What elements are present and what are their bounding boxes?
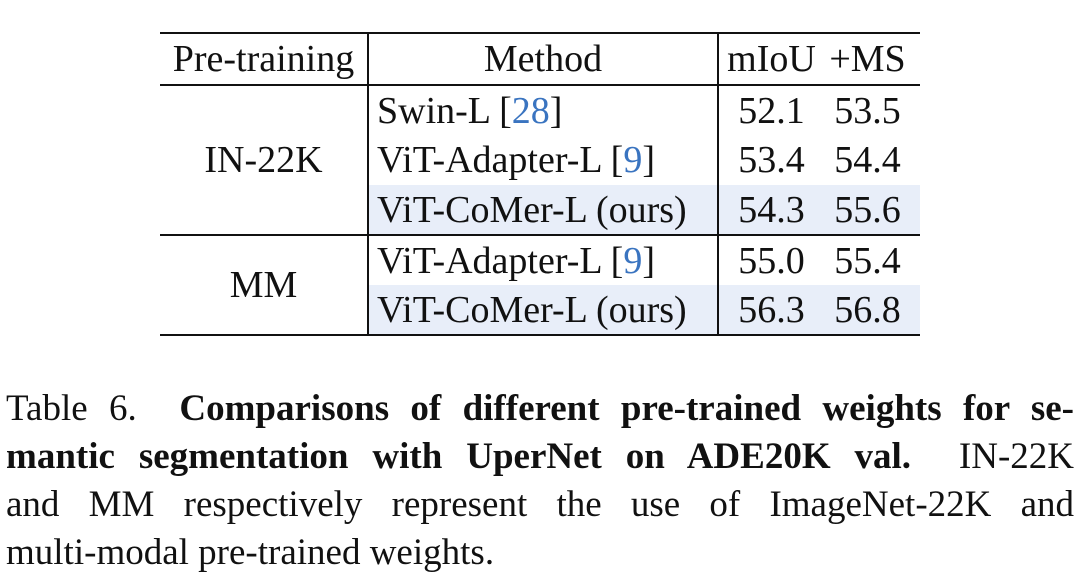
header-ms: +MS [829,38,906,80]
table-row: MM ViT-Adapter-L [9] 55.0 55.4 [160,235,920,304]
citation-link[interactable]: 28 [511,89,550,132]
citation-bracket: ] [642,239,655,282]
table-row-highlighted: ViT-CoMer-L (ours) 56.3 56.8 [160,285,920,335]
score-cell: 52.1 53.5 [717,85,920,135]
score-cell: 54.3 55.6 [717,185,920,235]
miou-value: 53.4 [738,139,805,181]
method-cell: ViT-CoMer-L (ours) [367,285,718,335]
caption-title: Comparisons of different pre-trained wei… [179,388,1074,429]
miou-value: 52.1 [738,89,805,132]
table-header-row: Pre-training Method mIoU +MS [160,33,920,85]
method-cell: ViT-Adapter-L [9] [367,135,718,185]
method-cell: ViT-Adapter-L [9] [367,235,718,285]
ms-value: 55.4 [834,239,901,282]
ms-value: 53.5 [834,89,901,132]
method-name: ViT-Adapter-L [ [377,139,624,181]
miou-value: 56.3 [738,288,805,331]
caption-line: Table 6. Comparisons of different pre-tr… [6,385,1074,433]
score-cell: 55.0 55.4 [717,235,920,285]
header-miou: mIoU [727,38,816,80]
score-cell: 56.3 56.8 [717,285,920,335]
caption-label: Table 6. [6,388,137,429]
header-metrics: mIoU +MS [717,33,920,85]
method-name: Swin-L [ [377,89,512,132]
caption-line: multi-modal pre-trained weights. [6,532,495,573]
score-cell: 53.4 54.4 [717,135,920,185]
method-cell: Swin-L [28] [367,85,718,135]
table-caption: Table 6. Comparisons of different pre-tr… [6,385,1074,577]
ms-value: 54.4 [834,139,901,181]
ms-value: 56.8 [834,288,901,331]
method-cell: ViT-CoMer-L (ours) [367,185,718,235]
method-name: ViT-Adapter-L [ [377,239,624,282]
header-pretraining: Pre-training [172,38,355,80]
table-row: IN-22K Swin-L [28] 52.1 53.5 [160,85,920,179]
miou-value: 55.0 [738,239,805,282]
pretraining-cell: IN-22K [204,139,323,181]
results-table-container: Pre-training Method mIoU +MS IN-22K Swin-… [160,32,920,336]
citation-bracket: ] [642,139,655,181]
caption-title-cont: mantic segmentation with UperNet on ADE2… [6,436,912,477]
citation-link[interactable]: 9 [623,239,643,282]
caption-line: mantic segmentation with UperNet on ADE2… [6,433,1074,481]
header-method: Method [367,33,718,85]
miou-value: 54.3 [738,188,805,231]
caption-text: IN-22K [958,436,1074,477]
citation-link[interactable]: 9 [623,139,643,181]
group-in22k: IN-22K Swin-L [28] 52.1 53.5 ViT-Adapter-… [160,85,920,235]
ms-value: 55.6 [834,188,901,231]
results-table: Pre-training Method mIoU +MS IN-22K Swin-… [160,32,920,336]
citation-bracket: ] [549,89,563,132]
pretraining-cell: MM [229,264,298,306]
table-row-highlighted: ViT-CoMer-L (ours) 54.3 55.6 [160,185,920,235]
caption-line: and MM respectively represent the use of… [6,484,1074,525]
group-mm: MM ViT-Adapter-L [9] 55.0 55.4 ViT-CoMer-… [160,235,920,335]
table-row: ViT-Adapter-L [9] 53.4 54.4 [160,135,920,185]
